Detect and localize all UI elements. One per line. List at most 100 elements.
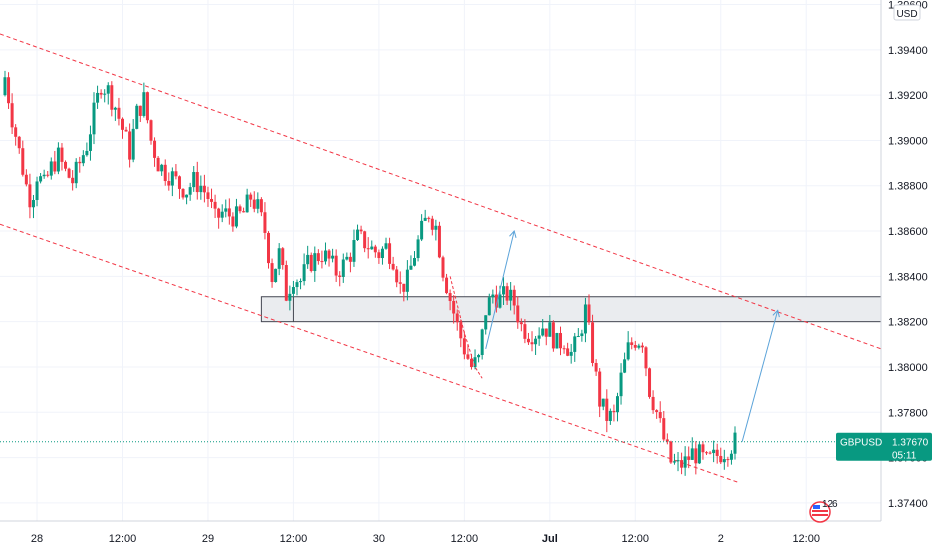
candle-body (217, 208, 221, 218)
time-axis[interactable]: 28 12:00 29 12:00 30 12:00 Jul 12:00 2 12:00 (31, 533, 820, 545)
candle-body (88, 134, 92, 151)
descending-channel[interactable] (0, 33, 882, 483)
candle-body (420, 220, 424, 240)
candle-body (345, 256, 349, 260)
candle-body (676, 460, 680, 462)
candle-body (509, 289, 513, 301)
candle-body (14, 127, 18, 137)
candle-body (145, 92, 149, 121)
candle-body (7, 77, 11, 104)
candle-body (548, 322, 552, 337)
candle-body (153, 140, 157, 158)
price-tick-label: 1.39400 (888, 45, 928, 57)
economic-events-badge[interactable]: 12 6 (809, 499, 838, 523)
price-tick-label: 1.39200 (888, 90, 928, 102)
candle-body (131, 128, 135, 160)
candle-body (71, 177, 75, 184)
candle-body (598, 371, 602, 407)
candle-body (583, 304, 587, 334)
candle-body (210, 198, 214, 202)
candle-body (502, 286, 506, 295)
candle-body (124, 129, 128, 132)
time-tick-label: 2 (718, 533, 724, 545)
candle-body (534, 338, 538, 345)
candle-body (46, 174, 50, 176)
price-tick-label: 1.38600 (888, 226, 928, 238)
zone-rect (260, 296, 882, 323)
candle-body (498, 294, 502, 308)
candle-body (537, 335, 541, 339)
candle-body (128, 131, 132, 160)
candle-body (106, 85, 110, 94)
candle-body (427, 217, 431, 219)
time-tick-label: 12:00 (280, 533, 308, 545)
candle-body (96, 92, 100, 103)
candle-body (224, 208, 228, 212)
candle-body (78, 161, 82, 164)
candle-body (81, 155, 85, 164)
candle-body (409, 265, 413, 270)
arrow-head (772, 309, 780, 318)
price-tick-label: 1.38000 (888, 362, 928, 374)
candle-body (683, 456, 687, 468)
candle-body (359, 229, 363, 232)
candle-body (587, 304, 591, 323)
candle-body (555, 333, 559, 349)
candle-body (398, 282, 402, 284)
candle-body (701, 444, 705, 453)
candle-body (259, 199, 263, 213)
candle-body (388, 243, 392, 264)
lower-channel-line (0, 223, 739, 483)
candle-body (448, 293, 452, 301)
candle-body (53, 161, 57, 172)
candle-body (85, 150, 89, 156)
candle-body (202, 185, 206, 193)
candle-body (705, 452, 709, 454)
candle-body (573, 336, 577, 352)
candle-body (644, 347, 648, 369)
time-tick-label: 12:00 (109, 533, 137, 545)
flag-canton (813, 505, 820, 509)
candle-body (242, 211, 246, 213)
price-tick-label: 1.38400 (888, 271, 928, 283)
candle-body (633, 345, 637, 348)
support-resistance-zone[interactable] (260, 296, 882, 323)
candle-body (405, 269, 409, 292)
candle-body (67, 168, 71, 178)
candle-body (608, 410, 612, 421)
candle-body (174, 171, 178, 177)
candle-body (113, 107, 117, 110)
time-tick-label: 28 (31, 533, 43, 545)
candle-body (434, 225, 438, 230)
candlestick-series (3, 70, 737, 476)
candle-body (320, 261, 324, 263)
candle-body (526, 338, 530, 343)
candle-body (512, 289, 516, 306)
badge-count: 12 (822, 499, 834, 510)
candle-body (306, 254, 310, 265)
arrow-head (509, 230, 517, 238)
candle-body (31, 200, 35, 208)
candle-body (135, 105, 139, 129)
candle-body (384, 243, 388, 249)
candle-body (60, 147, 64, 162)
candle-body (733, 432, 737, 454)
projection-arrow (741, 310, 779, 442)
candle-body (17, 136, 21, 149)
candle-body (722, 459, 726, 463)
candle-body (655, 410, 659, 413)
candle-body (715, 449, 719, 456)
candle-body (377, 252, 381, 259)
projection-arrows[interactable] (449, 230, 780, 442)
candle-body (327, 250, 331, 259)
price-tick-label: 1.37800 (888, 407, 928, 419)
candle-body (316, 253, 320, 262)
candle-body (234, 206, 238, 227)
upper-channel-line (0, 33, 882, 350)
last-price-value: 1.37670 (892, 438, 929, 449)
candle-body (566, 348, 570, 356)
candle-body (99, 92, 103, 95)
projection-curve (449, 276, 483, 379)
candle-body (562, 348, 566, 350)
